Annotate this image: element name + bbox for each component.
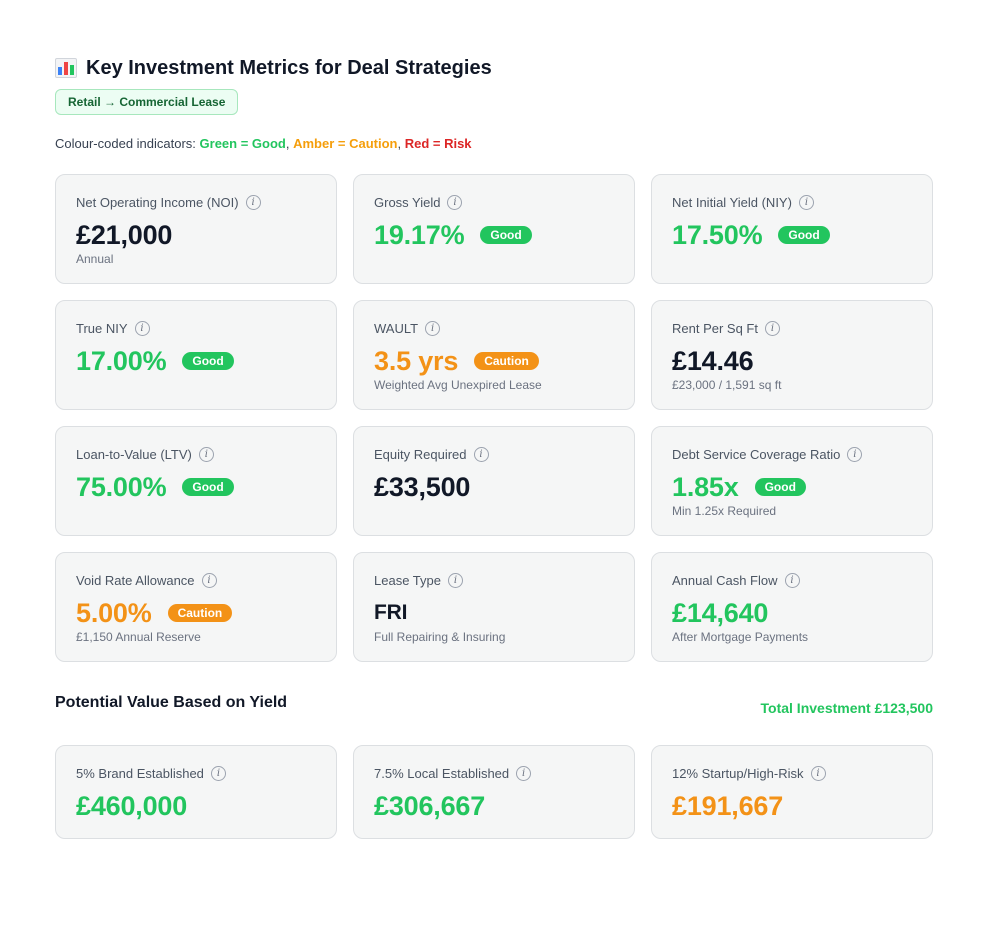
metric-label: True NIY xyxy=(76,321,128,336)
metric-subtext: Weighted Avg Unexpired Lease xyxy=(374,378,542,392)
metric-label: Equity Required xyxy=(374,447,467,462)
metrics-panel: Key Investment Metrics for Deal Strategi… xyxy=(55,55,933,839)
info-icon[interactable]: i xyxy=(784,573,800,588)
info-icon[interactable]: i xyxy=(134,321,150,336)
metric-label: Gross Yield xyxy=(374,195,441,210)
metric-subtext: Full Repairing & Insuring xyxy=(374,630,506,644)
metric-label: Annual Cash Flow xyxy=(672,573,778,588)
colour-legend: Colour-coded indicators: Green = Good, A… xyxy=(55,136,933,151)
metric-card-wault: WAULT i 3.5 yrs Caution Weighted Avg Unexp… xyxy=(353,300,635,410)
valuation-card-local: 7.5% Local Established i £306,667 xyxy=(353,745,635,839)
metric-value: £21,000 xyxy=(76,219,173,250)
valuation-label: 12% Startup/High-Risk xyxy=(672,766,804,781)
status-badge: Good xyxy=(778,226,830,244)
metric-value: 17.50% xyxy=(672,219,763,250)
metric-card-ltv: Loan-to-Value (LTV) i 75.00% Good xyxy=(55,426,337,536)
metric-label: Void Rate Allowance xyxy=(76,573,195,588)
info-icon[interactable]: i xyxy=(210,766,226,781)
valuation-value: £191,667 xyxy=(672,790,784,821)
valuation-grid: 5% Brand Established i £460,000 7.5% Loca… xyxy=(55,745,933,839)
info-icon[interactable]: i xyxy=(798,195,814,210)
status-badge: Good xyxy=(182,352,234,370)
valuation-header: Potential Value Based on Yield Total Inv… xyxy=(55,694,933,718)
page-title: Key Investment Metrics for Deal Strategi… xyxy=(55,55,933,81)
info-icon[interactable]: i xyxy=(810,766,826,781)
info-icon[interactable]: i xyxy=(425,321,441,336)
bar-chart-icon xyxy=(55,58,77,78)
valuation-label: 7.5% Local Established xyxy=(374,766,510,781)
metric-value: £14.46 xyxy=(672,345,754,376)
page-title-text: Key Investment Metrics for Deal Strategi… xyxy=(86,56,492,79)
metric-label: Net Operating Income (NOI) xyxy=(76,195,239,210)
metric-card-void-rate: Void Rate Allowance i 5.00% Caution £1,150… xyxy=(55,552,337,662)
metric-card-dscr: Debt Service Coverage Ratio i 1.85x Good M… xyxy=(651,426,933,536)
info-icon[interactable]: i xyxy=(847,447,863,462)
status-badge: Caution xyxy=(167,604,233,622)
metric-card-true-niy: True NIY i 17.00% Good xyxy=(55,300,337,410)
status-badge: Good xyxy=(480,226,532,244)
info-icon[interactable]: i xyxy=(447,195,463,210)
legend-good: Green = Good xyxy=(199,136,286,151)
strategy-tag: Retail → Commercial Lease xyxy=(55,89,239,115)
status-badge: Good xyxy=(182,478,234,496)
status-badge: Good xyxy=(754,478,806,496)
metric-value: 75.00% xyxy=(76,471,167,502)
info-icon[interactable]: i xyxy=(516,766,532,781)
metric-card-rent-per-sqft: Rent Per Sq Ft i £14.46 £23,000 / 1,591 s… xyxy=(651,300,933,410)
valuation-label: 5% Brand Established xyxy=(76,766,204,781)
metric-card-annual-cash-flow: Annual Cash Flow i £14,640 After Mortgage… xyxy=(651,552,933,662)
metric-subtext: Annual xyxy=(76,252,114,266)
metric-subtext: £23,000 / 1,591 sq ft xyxy=(672,378,782,392)
metric-value: 3.5 yrs xyxy=(374,345,459,376)
metric-label: Net Initial Yield (NIY) xyxy=(672,195,792,210)
metric-value: 5.00% xyxy=(76,597,152,628)
valuation-card-brand: 5% Brand Established i £460,000 xyxy=(55,745,337,839)
section-title: Potential Value Based on Yield xyxy=(55,694,288,711)
info-icon[interactable]: i xyxy=(764,321,780,336)
metric-value: £33,500 xyxy=(374,471,471,502)
metric-value: FRI xyxy=(374,601,408,624)
valuation-value: £460,000 xyxy=(76,790,188,821)
metric-subtext: After Mortgage Payments xyxy=(672,630,809,644)
valuation-card-startup: 12% Startup/High-Risk i £191,667 xyxy=(651,745,933,839)
metric-card-noi: Net Operating Income (NOI) i £21,000 Annu… xyxy=(55,174,337,284)
metric-card-equity-required: Equity Required i £33,500 xyxy=(353,426,635,536)
metric-value: 17.00% xyxy=(76,345,167,376)
metric-card-gross-yield: Gross Yield i 19.17% Good xyxy=(353,174,635,284)
metric-card-lease-type: Lease Type i FRI Full Repairing & Insurin… xyxy=(353,552,635,662)
legend-separator: , xyxy=(397,136,405,151)
metric-label: Lease Type xyxy=(374,573,441,588)
metric-label: WAULT xyxy=(374,321,419,336)
metric-value: £14,640 xyxy=(672,597,769,628)
total-investment: Total Investment £123,500 xyxy=(760,700,933,716)
info-icon[interactable]: i xyxy=(198,447,214,462)
legend-prefix: Colour-coded indicators: xyxy=(55,136,200,151)
legend-separator: , xyxy=(285,136,294,151)
metric-subtext: £1,150 Annual Reserve xyxy=(76,630,201,644)
metric-card-niy: Net Initial Yield (NIY) i 17.50% Good xyxy=(651,174,933,284)
metrics-grid: Net Operating Income (NOI) i £21,000 Annu… xyxy=(55,174,933,662)
valuation-value: £306,667 xyxy=(374,790,486,821)
legend-risk: Red = Risk xyxy=(404,136,472,151)
metric-label: Loan-to-Value (LTV) xyxy=(76,447,192,462)
info-icon[interactable]: i xyxy=(473,447,489,462)
metric-label: Debt Service Coverage Ratio xyxy=(672,447,841,462)
metric-value: 1.85x xyxy=(672,471,739,502)
metric-value: 19.17% xyxy=(374,219,465,250)
legend-caution: Amber = Caution xyxy=(293,136,398,151)
metric-subtext: Min 1.25x Required xyxy=(672,504,777,518)
info-icon[interactable]: i xyxy=(201,573,217,588)
metric-label: Rent Per Sq Ft xyxy=(672,321,758,336)
info-icon[interactable]: i xyxy=(447,573,463,588)
status-badge: Caution xyxy=(474,352,539,370)
info-icon[interactable]: i xyxy=(245,195,261,210)
